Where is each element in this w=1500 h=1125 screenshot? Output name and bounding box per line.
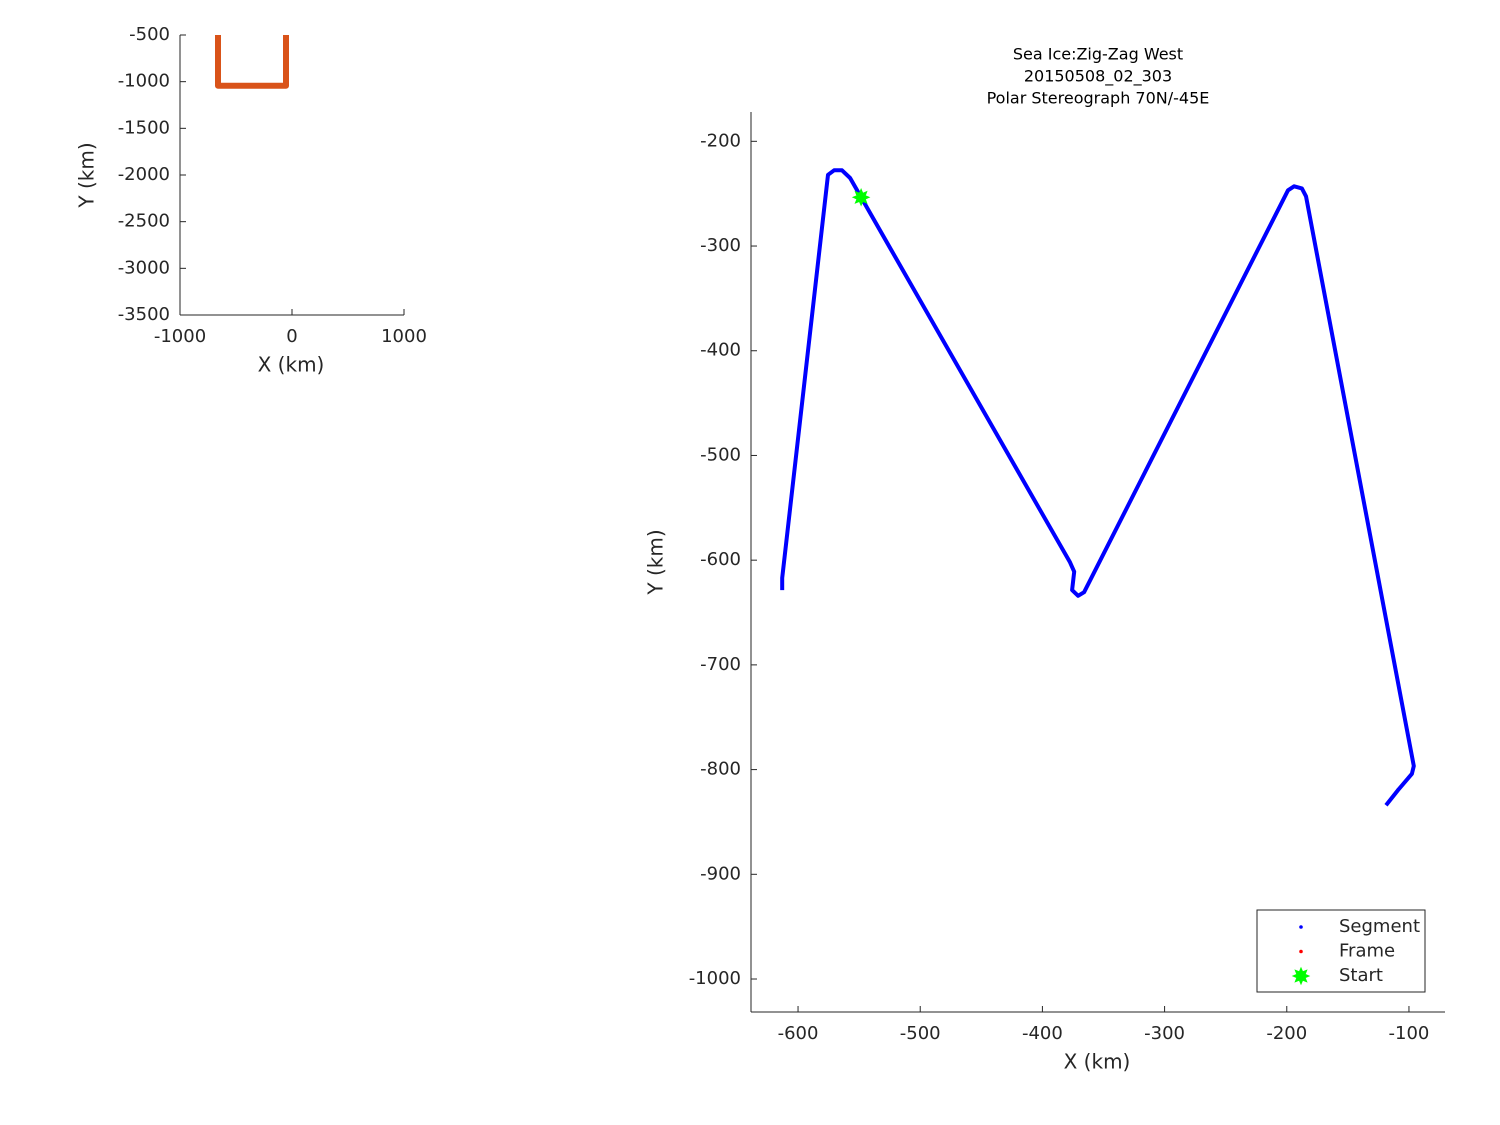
start-marker [851, 188, 871, 207]
x-tick-label: -600 [778, 1023, 819, 1044]
y-tick-label: -2500 [118, 211, 170, 232]
y-tick-label: -300 [700, 235, 741, 256]
x-tick-label: 0 [286, 326, 297, 347]
track-line [215, 35, 289, 89]
x-tick-label: -400 [1022, 1023, 1063, 1044]
x-tick-label: -500 [900, 1023, 941, 1044]
track-line [780, 168, 1416, 807]
y-axis-label: Y (km) [75, 142, 99, 208]
y-tick-label: -200 [700, 130, 741, 151]
y-axis-label: Y (km) [644, 529, 668, 595]
legend-label: Frame [1339, 941, 1395, 962]
x-tick-label: -200 [1266, 1023, 1307, 1044]
chart-title: Sea Ice:Zig-Zag West [1013, 45, 1183, 64]
legend-label: Start [1339, 965, 1383, 986]
y-tick-label: -800 [700, 759, 741, 780]
y-tick-label: -500 [700, 444, 741, 465]
legend-symbol [1299, 949, 1303, 954]
legend-box [1256, 909, 1426, 993]
y-tick-label: -3500 [118, 304, 170, 325]
chart-title: Polar Stereograph 70N/-45E [987, 89, 1210, 108]
y-tick-label: -2000 [118, 164, 170, 185]
x-axis-label: X (km) [258, 353, 325, 377]
y-tick-label: -700 [700, 654, 741, 675]
y-tick-label: -1500 [118, 117, 170, 138]
y-tick-label: -600 [700, 549, 741, 570]
chart-title: 20150508_02_303 [1024, 67, 1172, 87]
y-tick-label: -500 [129, 24, 170, 45]
x-tick-label: -1000 [154, 326, 206, 347]
x-tick-label: 1000 [381, 326, 427, 347]
x-tick-label: -300 [1144, 1023, 1185, 1044]
x-axis-label: X (km) [1064, 1050, 1131, 1074]
legend-symbol [1299, 925, 1303, 929]
y-tick-label: -1000 [118, 71, 170, 92]
y-tick-label: -3000 [118, 257, 170, 278]
y-tick-label: -400 [700, 340, 741, 361]
y-tick-label: -900 [700, 863, 741, 884]
x-tick-label: -100 [1389, 1023, 1430, 1044]
y-tick-label: -1000 [689, 968, 741, 989]
start-marker [1291, 966, 1311, 986]
legend-label: Segment [1339, 916, 1420, 937]
